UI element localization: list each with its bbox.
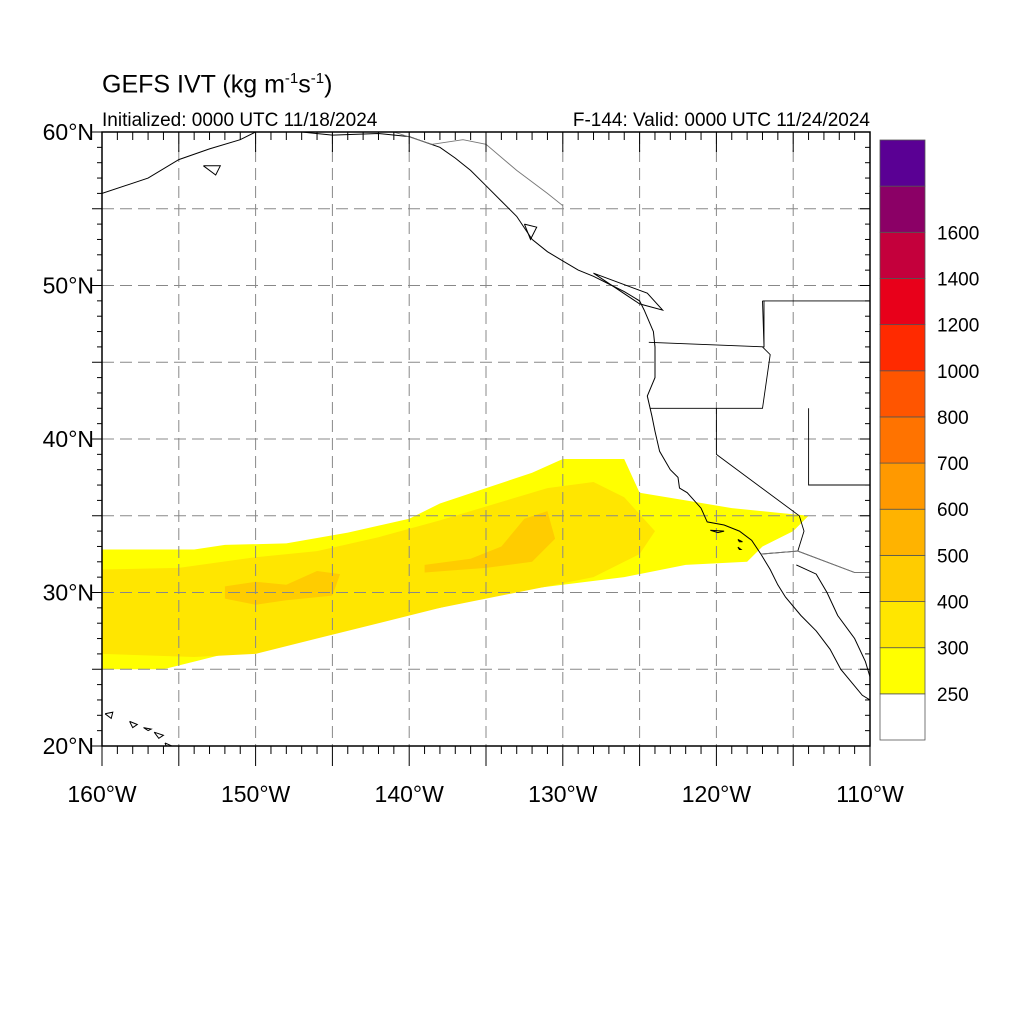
ivt-region — [102, 482, 655, 657]
colorbar-bin — [879, 324, 926, 372]
x-tick-label: 140°W — [375, 781, 445, 807]
colorbar-bin — [879, 462, 926, 510]
colorbar-bin — [879, 508, 926, 556]
colorbar-label: 1400 — [937, 269, 979, 290]
ivt-region — [224, 571, 341, 605]
colorbar-label: 500 — [937, 546, 969, 567]
colorbar-label: 300 — [937, 639, 969, 660]
colorbar-bin — [879, 185, 926, 233]
island-outline — [143, 727, 153, 732]
colorbar-bin — [879, 693, 926, 741]
coastlines-and-borders — [102, 132, 870, 746]
x-tick-label: 160°W — [67, 781, 137, 807]
island-outline — [129, 720, 139, 729]
y-tick-label: 60°N — [43, 119, 94, 145]
y-tick-label: 30°N — [43, 580, 94, 606]
national-border — [760, 550, 870, 573]
national-border — [393, 132, 564, 207]
x-tick-label: 130°W — [528, 781, 598, 807]
colorbar: 250 300 400 500 600 700 800 1000 1200 1400 1600 — [879, 139, 979, 741]
colorbar-label: 250 — [937, 685, 969, 706]
colorbar-label: 1000 — [937, 362, 979, 383]
island-outline — [737, 546, 743, 550]
coastline — [102, 132, 256, 194]
colorbar-bin — [879, 416, 926, 464]
state-boundary — [797, 515, 855, 573]
ivt-region — [424, 511, 556, 573]
colorbar-bin — [879, 231, 926, 279]
colorbar-bin — [879, 601, 926, 649]
island-outline — [153, 731, 165, 739]
colorbar-bin — [879, 647, 926, 695]
island-outline — [164, 742, 174, 746]
state-boundary — [715, 408, 800, 517]
colorbar-bin — [879, 278, 926, 326]
x-tick-label: 150°W — [221, 781, 291, 807]
y-tick-label: 50°N — [43, 273, 94, 299]
colorbar-bin — [879, 139, 926, 187]
colorbar-label: 700 — [937, 454, 969, 475]
state-boundary — [648, 300, 765, 348]
y-tick-label: 20°N — [43, 733, 94, 759]
state-boundary — [808, 408, 870, 486]
island-outline — [737, 539, 743, 543]
island-outline — [104, 711, 114, 720]
y-tick-label: 40°N — [43, 426, 94, 452]
colorbar-label: 400 — [937, 593, 969, 614]
initialized-time: Initialized: 0000 UTC 11/18/2024 — [102, 110, 378, 131]
island-outline — [593, 272, 665, 312]
ivt-shading — [102, 459, 809, 670]
x-tick-label: 110°W — [836, 781, 904, 807]
colorbar-label: 1200 — [937, 316, 979, 337]
lat-lon-gridlines — [102, 132, 870, 746]
colorbar-label: 600 — [937, 500, 969, 521]
colorbar-label: 800 — [937, 408, 969, 429]
coastline — [796, 564, 870, 678]
island-outline — [523, 223, 538, 241]
x-tick-label: 120°W — [682, 781, 752, 807]
colorbar-bin — [879, 554, 926, 602]
axis-ticks — [92, 131, 871, 766]
axis-labels: 160°W 150°W 140°W 130°W 120°W 110°W 60°N 50°N 40… — [43, 119, 904, 807]
valid-time: F-144: Valid: 0000 UTC 11/24/2024 — [572, 110, 870, 131]
colorbar-label: 1600 — [937, 223, 979, 244]
island-outline — [203, 165, 222, 176]
island-outline — [710, 529, 725, 534]
state-boundary — [650, 346, 771, 409]
colorbar-bin — [879, 370, 926, 418]
figure-title: GEFS IVT (kg m-1s-1) — [102, 70, 333, 99]
coastline — [301, 132, 870, 701]
